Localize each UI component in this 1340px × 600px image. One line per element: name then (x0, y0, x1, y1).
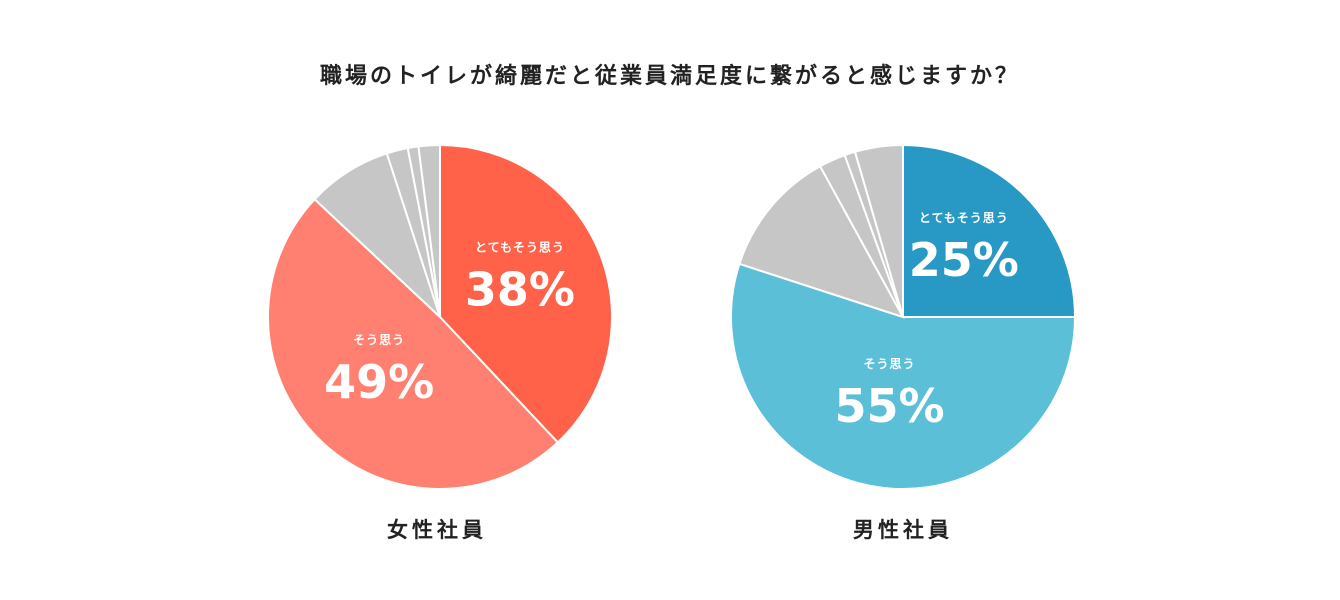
pie-caption-male: 男性社員 (853, 518, 953, 542)
slice-percent-male-very-agree: 25% (909, 233, 1019, 287)
pie-slice-male-very-agree (902, 143, 1077, 318)
pie-slice-male-agree (730, 262, 1077, 490)
pie-slice-female-very-agree (439, 143, 613, 444)
pie-chart-male: とてもそう思う 25% そう思う 55% (730, 143, 1077, 490)
slice-label-female-agree: そう思う (353, 333, 405, 347)
slice-percent-female-agree: 49% (324, 355, 434, 409)
slice-label-female-very-agree: とてもそう思う (475, 240, 565, 254)
pie-chart-female: とてもそう思う 38% そう思う 49% (266, 143, 613, 491)
pie-slice-other-2 (738, 164, 906, 319)
slice-label-male-very-agree: とてもそう思う (919, 211, 1009, 225)
pie-slice-female-agree (266, 197, 560, 491)
chart-title: 職場のトイレが綺麗だと従業員満足度に繋がると感じますか？ (319, 64, 1020, 89)
pie-caption-female: 女性社員 (387, 518, 487, 542)
slice-percent-female-very-agree: 38% (465, 262, 575, 316)
pie-slice-other-5 (853, 143, 904, 318)
pie-slice-other-5 (417, 143, 441, 318)
slice-percent-male-agree: 55% (834, 379, 944, 433)
slice-label-male-agree: そう思う (864, 357, 916, 371)
